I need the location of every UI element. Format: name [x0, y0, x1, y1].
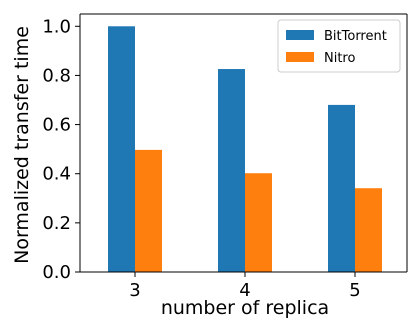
y-axis: 0.0 0.2 0.4 0.6 0.8 1.0: [42, 14, 81, 283]
y-tick-label: 1.0: [42, 16, 71, 37]
x-tick-label: 3: [129, 280, 140, 301]
y-axis-title: Normalized transfer time: [11, 26, 33, 264]
x-tick-label: 4: [239, 280, 250, 301]
bar-nitro-4: [245, 173, 272, 272]
bar-bittorrent-3: [108, 26, 135, 272]
x-axis-title: number of replica: [161, 297, 329, 319]
x-axis: 3 4 5: [80, 271, 407, 301]
legend-label-bittorrent: BitTorrent: [324, 29, 387, 44]
bar-bittorrent-5: [328, 104, 355, 273]
legend-label-nitro: Nitro: [324, 51, 355, 66]
bar-bittorrent-4: [218, 69, 245, 272]
bar-nitro-3: [135, 149, 162, 272]
legend-swatch-bittorrent: [286, 30, 314, 40]
y-tick-label: 0.6: [42, 115, 71, 136]
y-tick-label: 0.8: [42, 65, 71, 86]
legend: BitTorrent Nitro: [277, 19, 401, 73]
legend-swatch-nitro: [286, 52, 314, 62]
y-tick-label: 0.4: [42, 164, 71, 185]
y-tick-label: 0.0: [42, 262, 71, 283]
bar-nitro-5: [355, 188, 382, 272]
x-tick-label: 5: [349, 280, 360, 301]
plot-area: [80, 13, 408, 273]
y-tick-label: 0.2: [42, 213, 71, 234]
